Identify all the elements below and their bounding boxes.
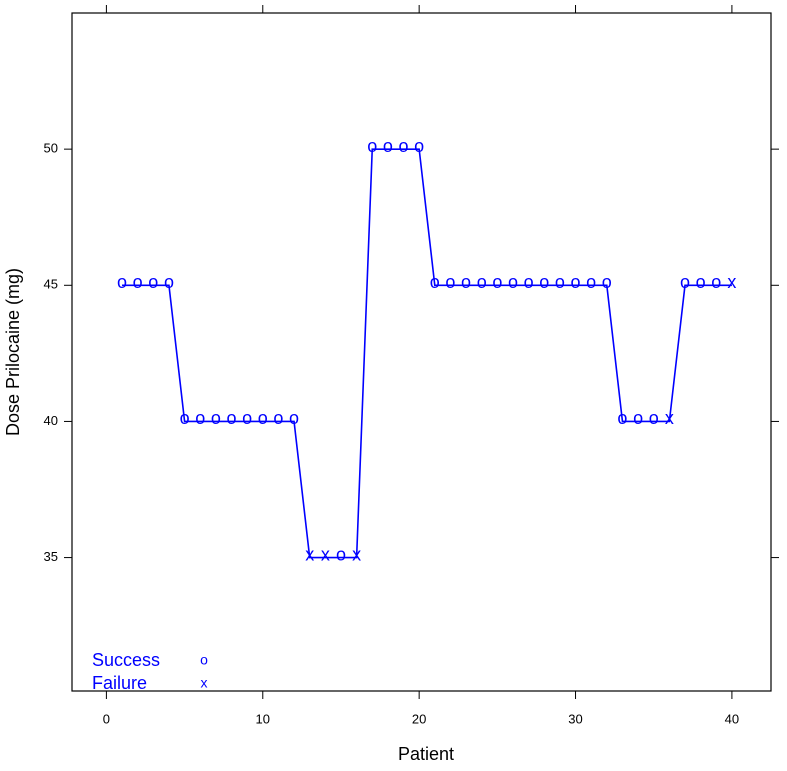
point-symbol: o [273,408,283,428]
point-symbol: o [524,272,534,292]
plot-frame [71,12,772,692]
y-tick-label: 45 [44,277,58,292]
point-symbol: o [711,272,721,292]
point-symbol: o [617,408,627,428]
point-symbol: o [367,136,377,156]
point-symbol: o [383,136,393,156]
point-symbol: o [226,408,236,428]
point-symbol: x [727,272,736,292]
x-tick-label: 20 [412,711,426,726]
point-symbol: o [633,408,643,428]
point-symbol: o [539,272,549,292]
point-symbol: o [258,408,268,428]
point-symbol: o [649,408,659,428]
point-symbol: o [242,408,252,428]
point-symbol: o [555,272,565,292]
point-symbol: o [336,544,346,564]
point-symbol: x [352,544,361,564]
point-symbol: o [133,272,143,292]
point-symbol: o [477,272,487,292]
point-symbol: x [305,544,314,564]
legend-symbol: x [201,675,208,691]
point-symbol: o [445,272,455,292]
point-symbol: o [571,272,581,292]
point-symbol: x [321,544,330,564]
point-symbol: o [399,136,409,156]
x-tick-label: 0 [103,711,110,726]
point-symbol: o [211,408,221,428]
point-symbol: o [289,408,299,428]
y-tick-label: 35 [44,549,58,564]
x-tick-label: 40 [725,711,739,726]
x-tick-label: 10 [256,711,270,726]
point-symbol: o [414,136,424,156]
legend-label: Failure [92,673,147,693]
point-symbol: o [195,408,205,428]
y-axis-label: Dose Prilocaine (mg) [3,268,23,436]
point-symbol: o [164,272,174,292]
point-symbol: o [492,272,502,292]
point-symbol: x [665,408,674,428]
point-symbol: o [508,272,518,292]
point-symbol: o [430,272,440,292]
data-line [122,148,732,559]
point-symbol: o [586,272,596,292]
point-symbol: o [602,272,612,292]
x-axis-label: Patient [398,744,454,764]
point-symbol: o [696,272,706,292]
point-symbol: o [148,272,158,292]
legend-symbol: o [200,652,208,668]
point-symbol: o [180,408,190,428]
point-symbol: o [117,272,127,292]
point-symbol: o [461,272,471,292]
x-tick-label: 30 [568,711,582,726]
point-symbol: o [680,272,690,292]
legend-label: Success [92,650,160,670]
y-tick-label: 40 [44,413,58,428]
y-tick-label: 50 [44,141,58,156]
